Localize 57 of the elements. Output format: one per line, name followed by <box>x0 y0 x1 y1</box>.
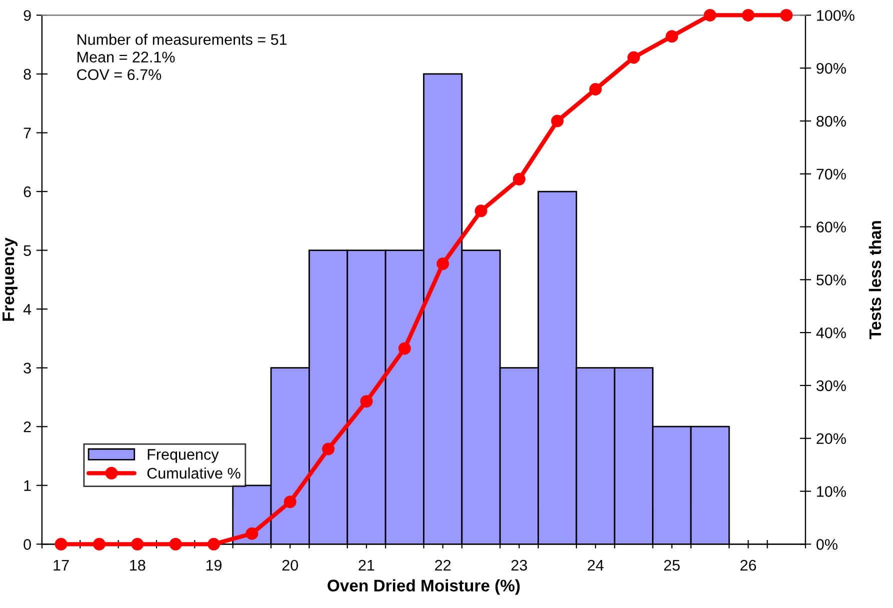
point <box>360 395 373 408</box>
point <box>92 538 106 550</box>
y2-tick-label: 20% <box>816 433 846 444</box>
y-tick-label: 7 <box>24 128 31 138</box>
point <box>627 51 640 64</box>
x-tick-label: 19 <box>206 560 222 571</box>
point <box>169 538 182 550</box>
y-tick-label: 8 <box>24 68 31 80</box>
point <box>666 30 678 43</box>
point <box>131 538 144 550</box>
y2-tick-label: 30% <box>816 380 846 392</box>
y-tick-label: 2 <box>24 421 31 432</box>
y2-tick-label: 0% <box>816 539 838 550</box>
point <box>589 83 602 96</box>
point <box>436 258 450 270</box>
legend-label: Frequency <box>148 449 219 463</box>
x-tick-label: 23 <box>511 560 527 571</box>
y-tick-label: 3 <box>24 362 31 374</box>
point <box>551 114 564 128</box>
y-tick-label: 6 <box>24 186 31 198</box>
x-tick-label: 26 <box>740 560 756 571</box>
y-axis-title: Frequency <box>2 238 18 321</box>
y2-tick-label: 50% <box>816 274 846 286</box>
y2-tick-label: 80% <box>816 116 846 127</box>
x-tick-label: 25 <box>664 560 680 571</box>
annotation: Number of measurements = 51 Mean = 22.1% COV = 6.7% <box>77 34 287 80</box>
point <box>208 538 220 550</box>
x-tick-label: 17 <box>54 560 69 571</box>
y2-tick-label: 10% <box>817 486 846 497</box>
y-tick-label: 0 <box>24 539 31 550</box>
point <box>54 538 68 550</box>
y-tick-label: 1 <box>24 480 31 491</box>
point <box>780 8 793 22</box>
y2-tick-label: 60% <box>816 222 846 232</box>
legend-label: Cumulative % <box>147 467 240 479</box>
y2-tick-label: 90% <box>816 62 846 74</box>
point <box>284 496 296 508</box>
point <box>704 8 716 22</box>
point <box>742 8 754 22</box>
y2-tick-label: 70% <box>816 168 846 180</box>
point <box>474 204 488 218</box>
y-tick-label: 4 <box>23 304 32 315</box>
x-axis-title: Oven Dried Moisture (%) <box>328 579 520 595</box>
point <box>512 172 526 186</box>
x-tick-label: 22 <box>435 560 451 571</box>
point <box>398 342 411 355</box>
y-tick-label: 9 <box>24 10 31 21</box>
y2-axis-title: Tests less than <box>868 221 882 340</box>
x-tick-label: 20 <box>282 560 298 571</box>
x-tick-label: 18 <box>130 560 146 571</box>
y2-tick-label: 100% <box>817 10 854 21</box>
point <box>246 527 258 540</box>
x-tick-label: 21 <box>358 560 374 571</box>
point <box>322 442 335 456</box>
y2-tick-label: 40% <box>816 327 846 338</box>
x-tick-label: 24 <box>588 560 604 571</box>
y-tick-label: 5 <box>24 245 31 256</box>
